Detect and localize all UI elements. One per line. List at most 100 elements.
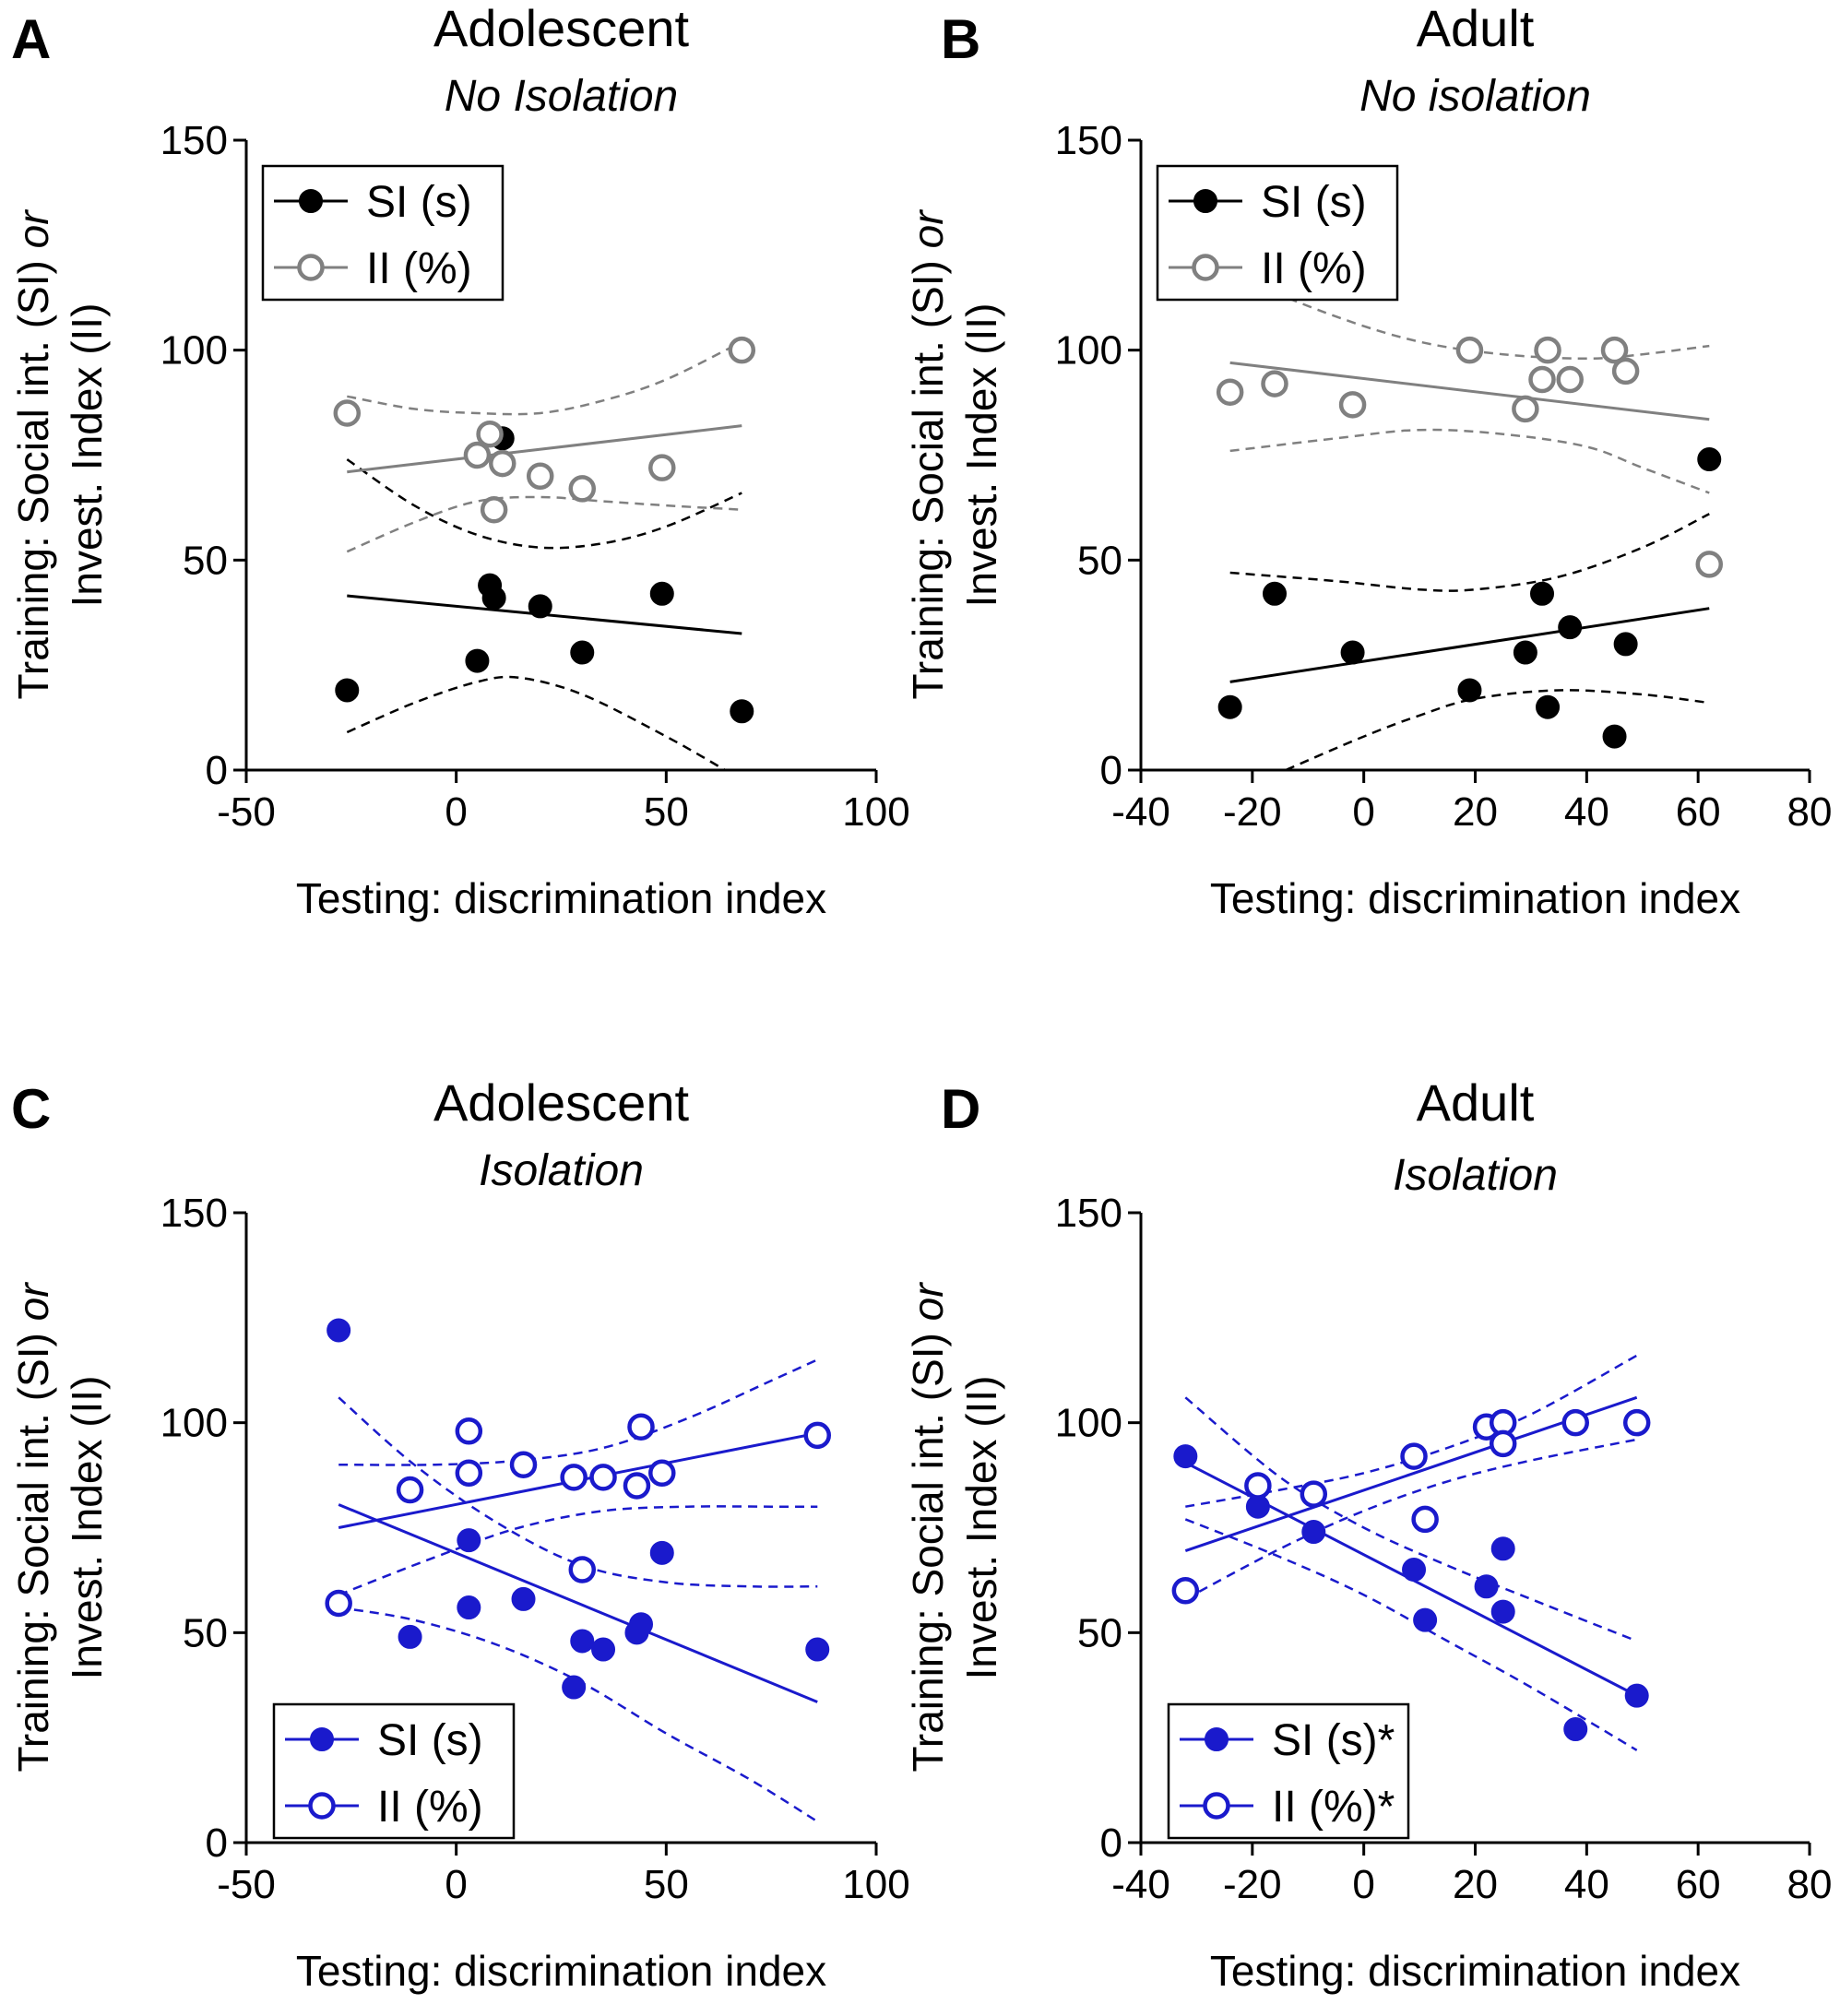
chart-title: Adolescent bbox=[433, 1073, 690, 1132]
series-si-point bbox=[1513, 640, 1537, 665]
panel-letter: B bbox=[941, 8, 980, 70]
chart-title: Adolescent bbox=[433, 0, 690, 57]
series-ii-point bbox=[1400, 1442, 1428, 1470]
y-axis-label-line1: Training: Social int. (SI) or bbox=[904, 209, 952, 700]
y-axis-label: Training: Social int. (SI) orInvest. Ind… bbox=[904, 1282, 1005, 1773]
panel-letter: D bbox=[941, 1078, 980, 1140]
chart-title: Adult bbox=[1417, 0, 1535, 57]
series-si-point bbox=[1490, 1599, 1515, 1624]
y-tick-label: 0 bbox=[206, 748, 228, 793]
y-axis-label-line2: Invest. Index (II) bbox=[957, 303, 1005, 608]
series-si-point bbox=[326, 1318, 351, 1343]
y-axis-label-line2: Invest. Index (II) bbox=[957, 1376, 1005, 1680]
x-tick-label: 60 bbox=[1676, 789, 1721, 835]
x-tick-label: 40 bbox=[1564, 789, 1609, 835]
series-ii-point bbox=[589, 1464, 617, 1491]
chart-subtitle: No isolation bbox=[1359, 72, 1591, 121]
series-ii-point bbox=[1534, 336, 1561, 364]
legend-ii-marker bbox=[1192, 254, 1219, 281]
legend-ii-label: II (%)* bbox=[1272, 1783, 1395, 1832]
series-si-point bbox=[629, 1612, 654, 1637]
x-tick-label: -40 bbox=[1111, 789, 1170, 835]
y-tick-label: 50 bbox=[183, 538, 228, 583]
legend-si-marker bbox=[299, 189, 323, 213]
x-axis-label: Testing: discrimination index bbox=[296, 874, 826, 922]
legend-si-label: SI (s) bbox=[1261, 178, 1367, 227]
series-si-point bbox=[481, 586, 506, 611]
series-si-point bbox=[1613, 632, 1638, 657]
series-si-point bbox=[1217, 694, 1242, 719]
series-ii-point bbox=[1611, 357, 1640, 385]
series-ii-point bbox=[1695, 551, 1723, 578]
x-axis-label: Testing: discrimination index bbox=[1210, 874, 1740, 922]
series-si-point bbox=[1530, 581, 1554, 606]
series-ii-point bbox=[1216, 378, 1244, 406]
series-ii-point bbox=[455, 1417, 483, 1445]
series-si-point bbox=[1697, 447, 1722, 472]
y-tick-label: 100 bbox=[1055, 1401, 1122, 1446]
series-ii-point bbox=[1556, 365, 1584, 394]
series-ii-point bbox=[1622, 1408, 1651, 1437]
x-tick-label: 0 bbox=[1352, 789, 1374, 835]
series-ii-point bbox=[396, 1476, 424, 1504]
series-ii-point bbox=[627, 1413, 655, 1441]
y-axis-label-line2: Invest. Index (II) bbox=[63, 303, 111, 608]
series-ii-point bbox=[1261, 370, 1288, 397]
series-si-point bbox=[562, 1675, 587, 1700]
legend-ii-marker bbox=[297, 254, 325, 281]
series-ii-fit-line bbox=[1229, 361, 1710, 421]
legend-si-marker bbox=[1193, 189, 1217, 213]
series-si-ci-upper-band bbox=[1229, 513, 1710, 592]
series-si-point bbox=[335, 678, 360, 703]
series-ii-point bbox=[1561, 1408, 1589, 1437]
legend-si-label: SI (s)* bbox=[1272, 1716, 1395, 1765]
series-ii-point bbox=[489, 449, 516, 478]
x-axis-label: Testing: discrimination index bbox=[1210, 1947, 1740, 1995]
legend: SI (s) II (%) bbox=[1156, 164, 1399, 302]
y-axis-label-text: Training: Social int. (SI) bbox=[9, 1321, 57, 1772]
series-si-point bbox=[1624, 1683, 1649, 1708]
legend-ii-marker bbox=[308, 1792, 336, 1820]
x-tick-label: 60 bbox=[1676, 1862, 1721, 1907]
x-tick-label: -50 bbox=[217, 789, 276, 835]
chart-subtitle: No Isolation bbox=[445, 72, 678, 121]
y-tick-label: 0 bbox=[1100, 1820, 1122, 1866]
series-si-point bbox=[1602, 724, 1627, 749]
series-si-point bbox=[457, 1528, 481, 1553]
series-ii-point bbox=[1300, 1480, 1328, 1508]
y-tick-label: 150 bbox=[160, 1191, 228, 1236]
panel-b: B Adult No isolation 0 50 100 150 -40 -20 0 20 40 60… bbox=[904, 0, 1832, 922]
panel-letter: A bbox=[11, 8, 51, 70]
y-tick-label: 50 bbox=[183, 1610, 228, 1655]
series-si-point bbox=[1558, 615, 1583, 640]
series-si-ci-lower-band bbox=[346, 675, 726, 770]
series-si-point bbox=[1536, 694, 1561, 719]
series-ii-point bbox=[803, 1421, 832, 1450]
y-axis-label-or: or bbox=[9, 1282, 57, 1322]
series-ii-point bbox=[1512, 395, 1539, 423]
series-si-point bbox=[649, 1540, 674, 1565]
x-tick-label: 20 bbox=[1453, 1862, 1498, 1907]
panel-letter: C bbox=[11, 1078, 51, 1140]
y-tick-label: 100 bbox=[1055, 328, 1122, 374]
y-tick-label: 50 bbox=[1077, 538, 1122, 583]
y-tick-label: 0 bbox=[1100, 748, 1122, 793]
x-tick-label: -40 bbox=[1111, 1862, 1170, 1907]
y-axis-label-or: or bbox=[904, 1282, 952, 1322]
series-si-ci-upper-band bbox=[346, 458, 742, 550]
series-si-point bbox=[1563, 1717, 1588, 1742]
series-ii-point bbox=[648, 1459, 676, 1488]
panel-d: D Adult Isolation 0 50 100 150 -40 -20 0 20 40 60 80 T… bbox=[904, 1073, 1832, 1995]
x-tick-label: 0 bbox=[445, 1862, 467, 1907]
series-ii-point bbox=[333, 399, 362, 427]
y-axis-label-text: Training: Social int. (SI) bbox=[9, 248, 57, 699]
series-si-point bbox=[649, 581, 674, 606]
x-tick-label: -50 bbox=[217, 1862, 276, 1907]
series-ii-point bbox=[526, 462, 554, 491]
legend-ii-marker bbox=[1203, 1792, 1230, 1820]
series-si-point bbox=[730, 699, 754, 724]
x-tick-label: -20 bbox=[1223, 1862, 1282, 1907]
y-axis-label-or: or bbox=[904, 209, 952, 249]
series-si-ci-upper-band bbox=[1184, 1396, 1638, 1642]
